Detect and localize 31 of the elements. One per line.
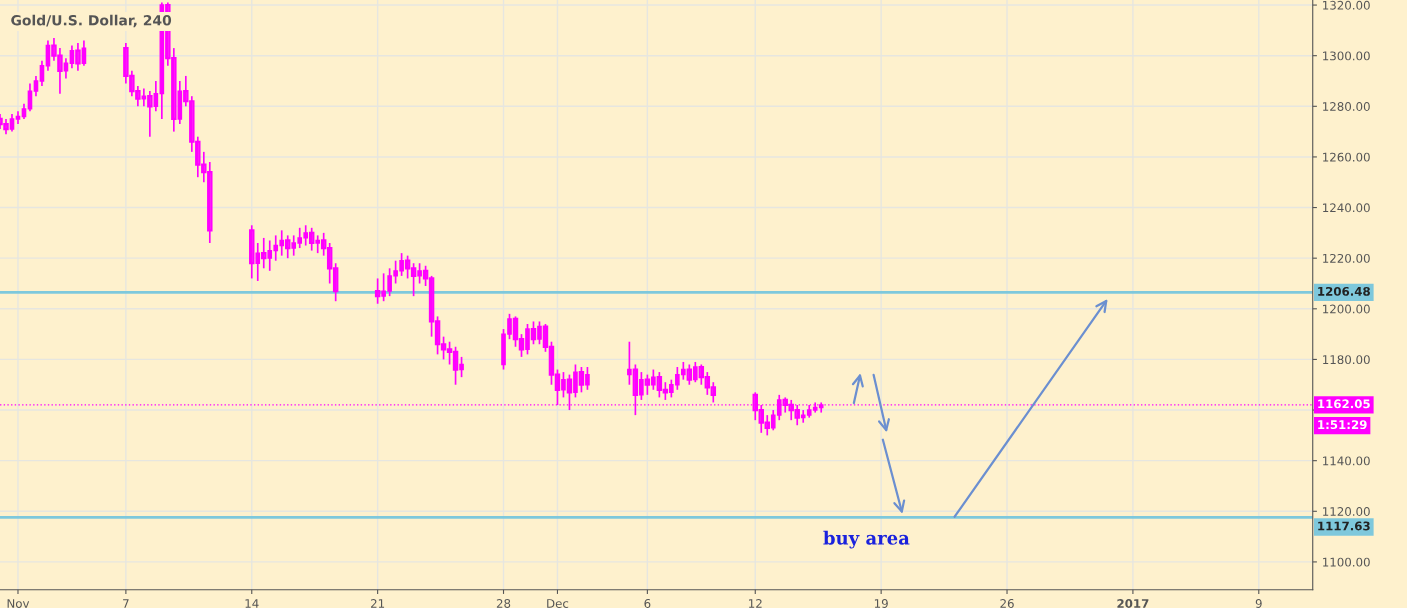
- x-tick-label: 7: [123, 599, 129, 608]
- candlestick: [39, 59, 45, 87]
- y-tick-label: 1240.00: [1323, 203, 1370, 213]
- y-tick-label: 1260.00: [1323, 152, 1370, 162]
- candlestick: [33, 75, 39, 98]
- candlestick: [27, 82, 33, 113]
- y-tick-label: 1140.00: [1323, 456, 1370, 466]
- y-tick-label: 1300.00: [1323, 51, 1370, 61]
- x-tick-label: 21: [370, 599, 385, 608]
- x-tick-label: 2017: [1117, 599, 1149, 608]
- x-tick-label: 26: [1000, 599, 1014, 608]
- x-tick-label: 19: [874, 599, 888, 608]
- x-tick-label: 12: [749, 599, 762, 608]
- y-tick-label: 1320.00: [1323, 0, 1370, 10]
- text: Gold/U.S. Dollar, 240: [11, 14, 172, 28]
- x-tick-label: 14: [245, 599, 259, 608]
- ref-line-label: 1117.63: [1318, 521, 1370, 531]
- y-tick-label: 1220.00: [1323, 253, 1370, 263]
- y-tick-label: 1280.00: [1323, 102, 1370, 111]
- y-tick-label: 1120.00: [1323, 507, 1370, 516]
- x-tick-label: 28: [496, 599, 511, 608]
- ref-line-label: 1162.05 1:51:29: [1318, 399, 1370, 430]
- annotation: buy area: [823, 530, 910, 549]
- y-tick-label: 1200.00: [1323, 304, 1370, 314]
- y-tick-label: 1180.00: [1323, 355, 1370, 365]
- x-tick-label: Nov: [7, 599, 30, 608]
- y-tick-label: 1100.00: [1323, 557, 1370, 567]
- x-tick-label: Dec: [547, 599, 569, 608]
- x-tick-label: 6: [644, 599, 651, 608]
- ref-line-label: 1206.48: [1318, 286, 1370, 296]
- x-tick-label: 9: [1255, 599, 1262, 608]
